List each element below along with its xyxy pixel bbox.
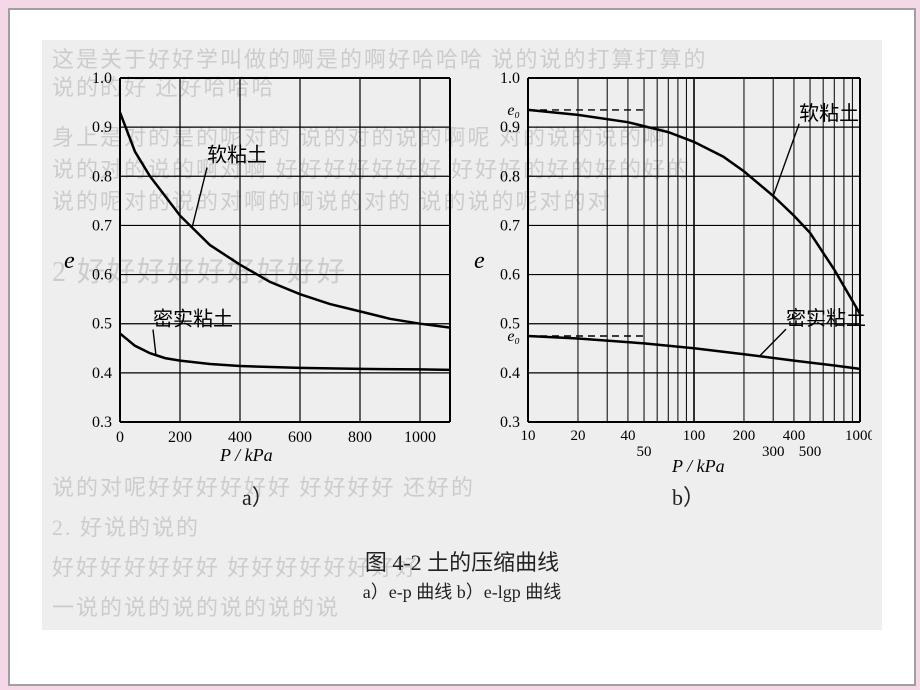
chart-b: 0.30.40.50.60.70.80.91.01020401002004001… [472,60,872,460]
ghost-line: 2. 好说的说的 [52,510,200,542]
svg-text:200: 200 [168,429,192,446]
scan-area: 这是关于好好学叫做的啊是的啊好哈哈哈 说的说的打算打算的 说的的好 还好哈哈哈 … [42,40,882,630]
svg-text:10: 10 [521,428,536,444]
svg-text:e₀: e₀ [507,102,520,119]
svg-text:50: 50 [637,444,652,460]
svg-text:200: 200 [733,428,756,444]
svg-text:0.7: 0.7 [500,217,520,234]
svg-text:0.8: 0.8 [500,168,520,185]
chart-a: 0 200 400 600 800 1000 0.3 0.4 0.5 0.6 0.7 0.8 0.9 1.… [62,60,462,460]
figure-caption: 图 4-2 土的压缩曲线 [42,545,882,577]
chart-b-svg: 0.30.40.50.60.70.80.91.01020401002004001… [472,60,872,460]
svg-text:20: 20 [570,428,585,444]
svg-text:100: 100 [683,428,706,444]
svg-text:0.6: 0.6 [500,267,520,284]
svg-text:e₀: e₀ [507,328,520,345]
chart-b-ylabel: e [474,248,485,275]
svg-text:1000: 1000 [404,429,436,446]
chart-a-svg: 0 200 400 600 800 1000 0.3 0.4 0.5 0.6 0.7 0.8 0.9 1.… [62,60,462,460]
svg-text:0: 0 [116,429,124,446]
chart-a-xlabel: P / kPa [220,445,273,466]
svg-text:0.9: 0.9 [500,119,520,136]
svg-text:0.7: 0.7 [92,217,112,234]
svg-text:0.4: 0.4 [500,365,520,382]
svg-text:400: 400 [228,429,252,446]
svg-text:密实粘土: 密实粘土 [153,308,233,331]
svg-text:1.0: 1.0 [92,70,112,87]
svg-text:600: 600 [288,429,312,446]
figure-subcaption: a）e-p 曲线 b）e-lgp 曲线 [42,578,882,604]
svg-text:0.3: 0.3 [92,414,112,431]
svg-text:0.6: 0.6 [92,267,112,284]
svg-text:1.0: 1.0 [500,70,520,87]
svg-text:800: 800 [348,429,372,446]
svg-text:0.4: 0.4 [92,365,112,382]
chart-a-sublabel: a） [242,480,274,512]
svg-text:软粘土: 软粘土 [799,102,859,125]
svg-text:300: 300 [762,444,785,460]
svg-text:密实粘土: 密实粘土 [786,307,866,330]
svg-text:软粘土: 软粘土 [207,144,267,167]
svg-text:0.9: 0.9 [92,119,112,136]
svg-text:500: 500 [799,444,822,460]
svg-text:40: 40 [620,428,635,444]
svg-text:1000: 1000 [845,428,872,444]
svg-text:0.3: 0.3 [500,414,520,431]
svg-text:0.8: 0.8 [92,168,112,185]
page-frame: 这是关于好好学叫做的啊是的啊好哈哈哈 说的说的打算打算的 说的的好 还好哈哈哈 … [8,8,916,686]
chart-a-ylabel: e [64,248,75,275]
svg-text:400: 400 [783,428,806,444]
svg-text:0.5: 0.5 [92,316,112,333]
chart-b-xlabel: P / kPa [672,456,725,477]
chart-b-sublabel: b） [672,480,705,512]
